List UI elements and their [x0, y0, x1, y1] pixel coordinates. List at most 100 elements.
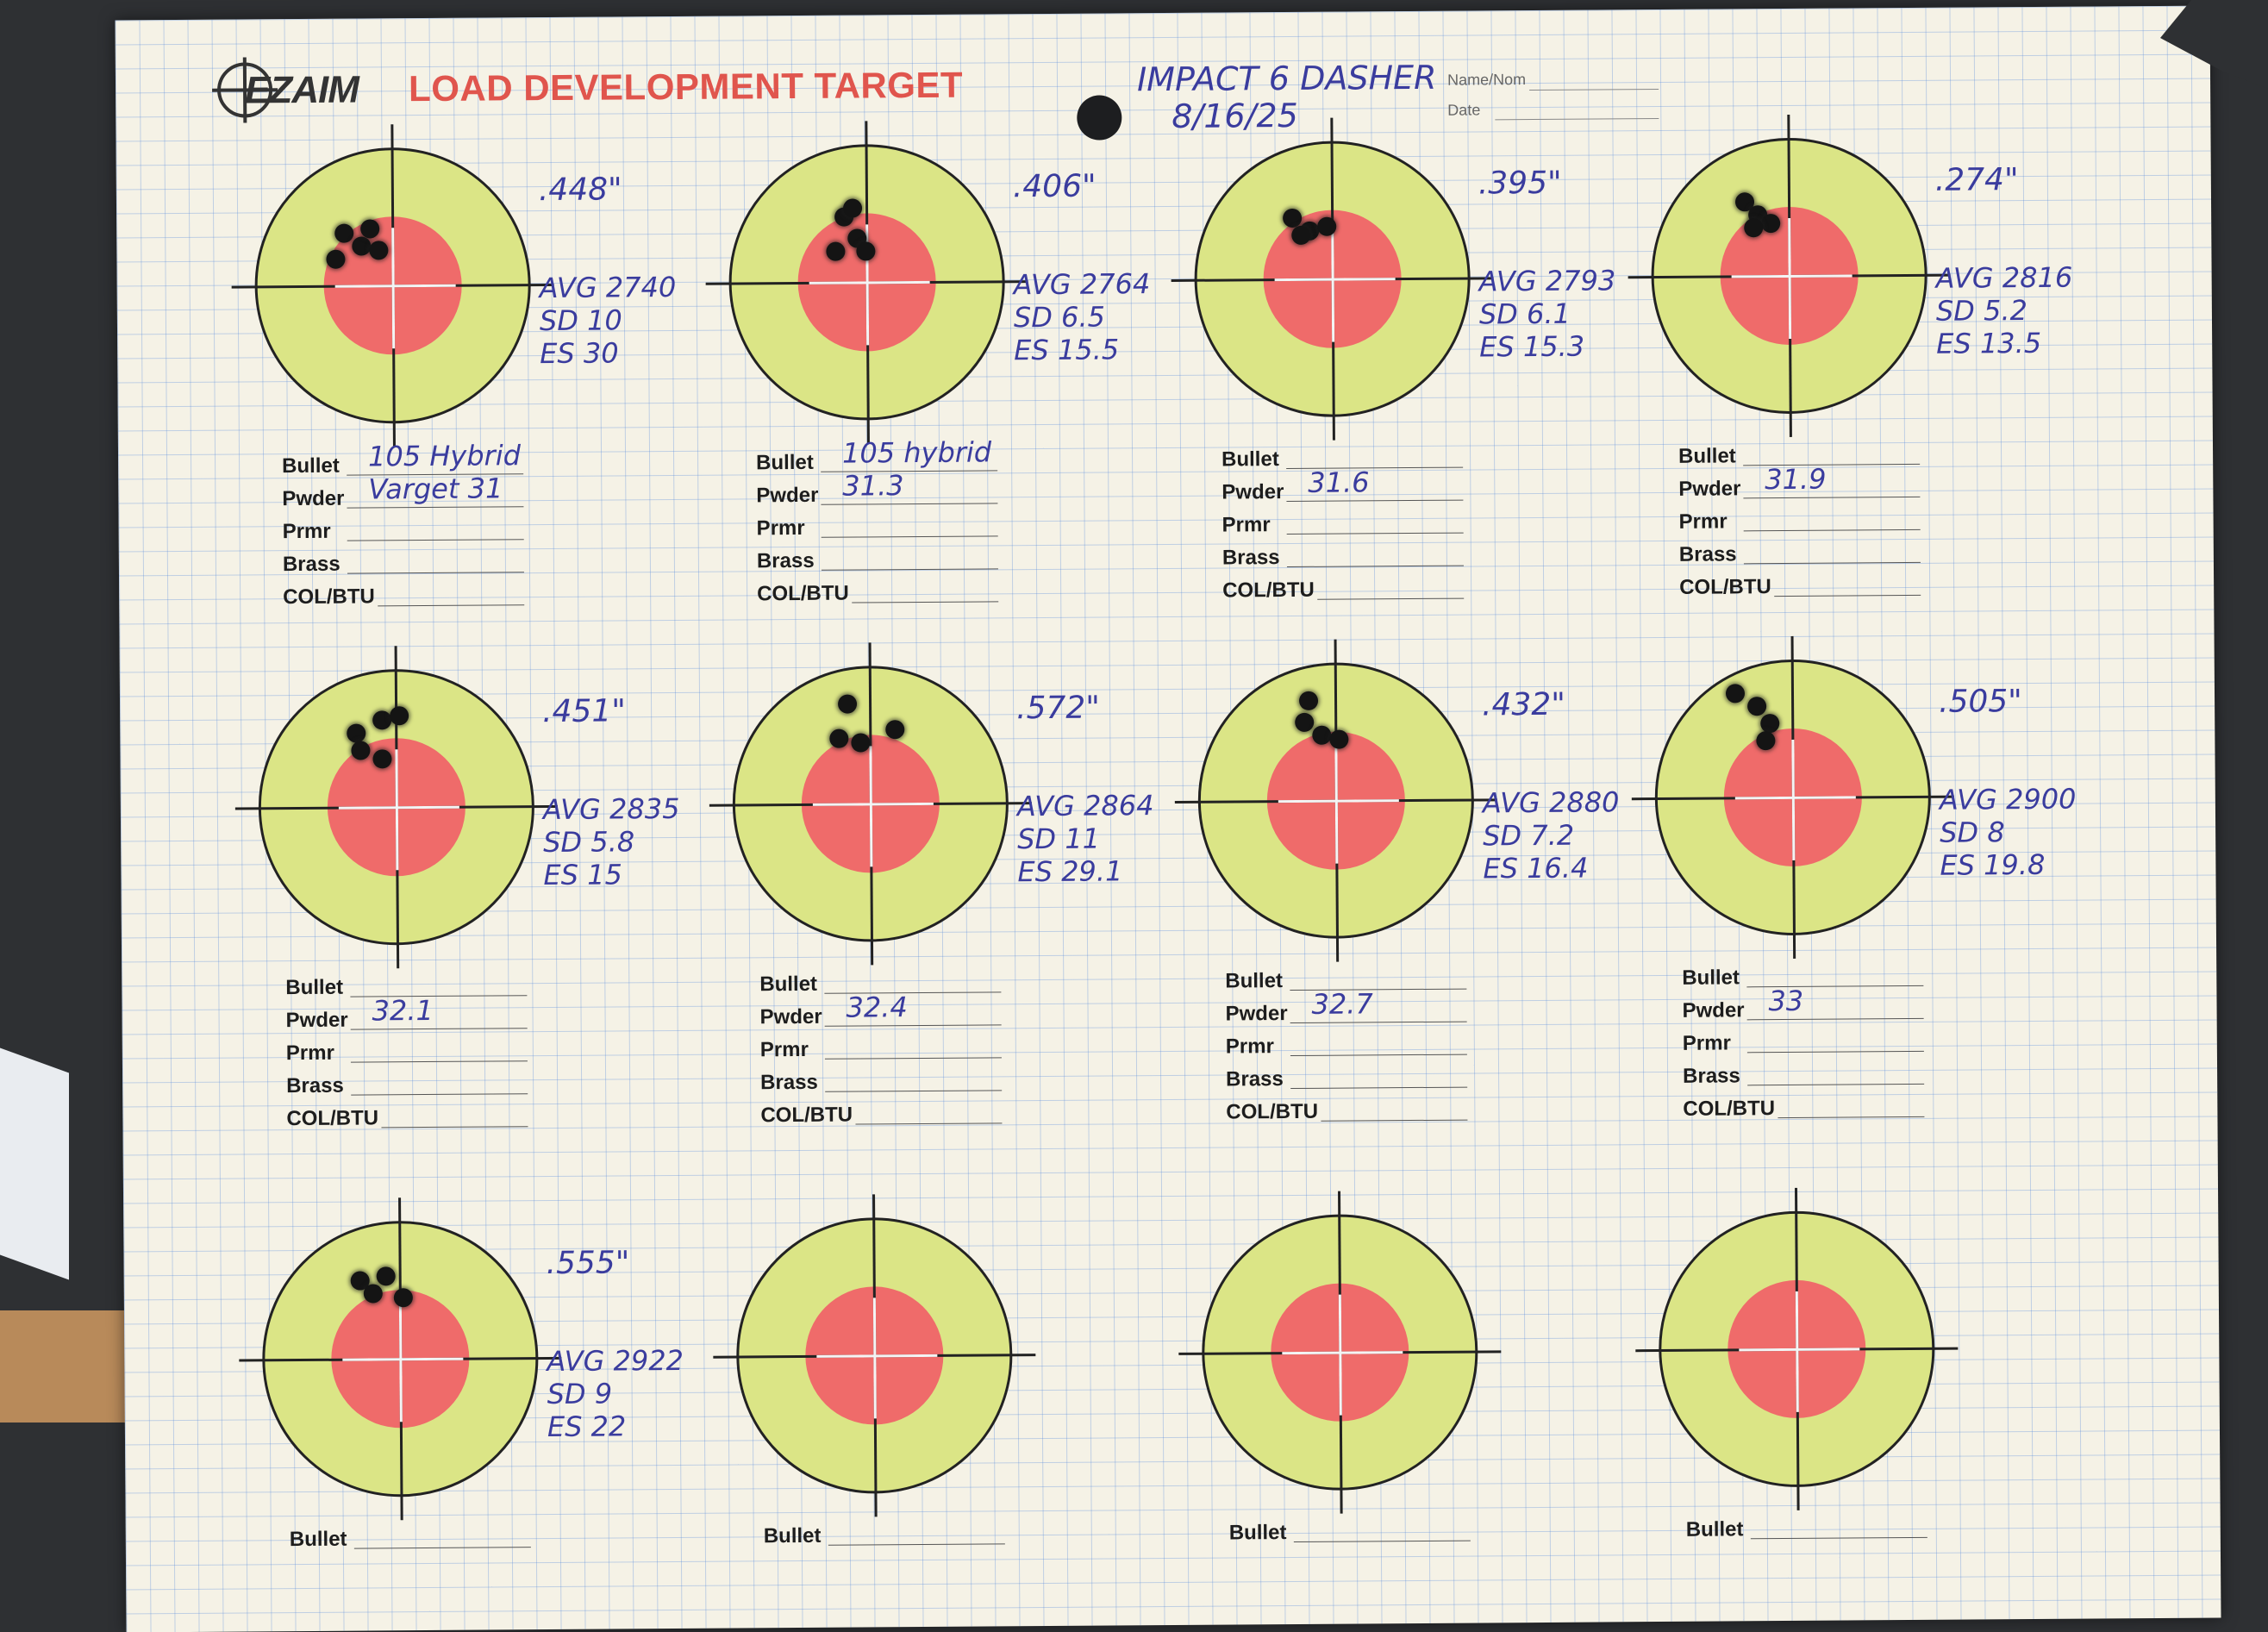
- stat-avg: AVG 2864: [1017, 789, 1154, 822]
- load-label-bullet: Bullet: [290, 1528, 347, 1552]
- bullet-hole: [1761, 214, 1780, 233]
- stat-sd: SD 6.5: [1014, 300, 1151, 334]
- handwritten-powder: Varget 31: [368, 472, 503, 505]
- bullet-hole: [843, 198, 862, 217]
- bullet-hole: [372, 749, 391, 768]
- stat-es: ES 16.4: [1483, 851, 1620, 885]
- write-line: [1778, 1116, 1924, 1118]
- bullet-hole: [390, 706, 409, 725]
- bullet-hole: [1295, 713, 1314, 732]
- group-size: .572": [1016, 691, 1100, 727]
- group-size: .505": [1939, 684, 2022, 720]
- bullet-hole: [364, 1284, 383, 1303]
- stat-sd: SD 9: [547, 1377, 684, 1410]
- stat-es: ES 15.5: [1014, 333, 1151, 366]
- load-label-col: COL/BTU: [1226, 1100, 1318, 1125]
- hole-punch: [1077, 95, 1122, 140]
- group-size: .395": [1478, 166, 1562, 202]
- write-line: [1287, 533, 1464, 535]
- write-line: [1290, 1022, 1467, 1023]
- stat-es: ES 15: [543, 858, 680, 891]
- write-line: [1747, 1018, 1924, 1020]
- load-label-brass: Brass: [760, 1071, 818, 1095]
- load-label-powder: Pwder: [1225, 1002, 1287, 1027]
- bullet-hole: [829, 729, 848, 748]
- bullet-hole: [352, 236, 371, 255]
- load-label-bullet: Bullet: [756, 451, 814, 475]
- load-label-brass: Brass: [757, 549, 815, 573]
- target-7: [1197, 662, 1475, 940]
- stat-avg: AVG 2740: [540, 271, 677, 304]
- handwritten-name: IMPACT 6 DASHER: [1137, 59, 1437, 98]
- write-line: [347, 506, 523, 508]
- stat-sd: SD 11: [1017, 822, 1154, 855]
- bullet-hole: [838, 695, 857, 714]
- bullet-hole: [885, 720, 904, 739]
- bullet-hole: [360, 219, 379, 238]
- load-label-bullet: Bullet: [1221, 447, 1279, 472]
- write-line: [1287, 566, 1464, 567]
- stat-es: ES 19.8: [1940, 848, 2077, 882]
- load-label-brass: Brass: [1226, 1067, 1284, 1091]
- stat-sd: SD 10: [540, 303, 677, 337]
- load-development-sheet: EZAIM LOAD DEVELOPMENT TARGET IMPACT 6 D…: [116, 6, 2221, 1632]
- handwritten-powder: 31.6: [1308, 466, 1370, 498]
- target-4: [1651, 137, 1928, 415]
- bullet-hole: [394, 1288, 413, 1307]
- load-label-brass: Brass: [283, 553, 341, 577]
- write-line: [1290, 1054, 1467, 1056]
- write-line: [855, 1122, 1002, 1124]
- target-11: [1201, 1214, 1478, 1491]
- write-line: [1751, 1537, 1927, 1539]
- load-label-col: COL/BTU: [760, 1104, 853, 1129]
- handwritten-powder: 32.7: [1311, 987, 1373, 1020]
- load-label-primer: Prmr: [1226, 1035, 1274, 1059]
- notebook-edge: [0, 1047, 69, 1279]
- bullet-hole: [377, 1266, 396, 1285]
- load-label-bullet: Bullet: [1225, 969, 1283, 993]
- write-line: [351, 1093, 528, 1095]
- stat-es: ES 22: [547, 1410, 684, 1443]
- load-label-primer: Prmr: [760, 1038, 809, 1062]
- load-label-bullet: Bullet: [1686, 1517, 1744, 1541]
- group-size: .432": [1482, 687, 1565, 723]
- stat-avg: AVG 2835: [543, 792, 680, 826]
- stat-sd: SD 8: [1940, 816, 2077, 849]
- target-6: [732, 665, 1009, 942]
- bullet-hole: [1726, 684, 1745, 703]
- load-label-bullet: Bullet: [759, 972, 817, 997]
- handwritten-powder: 32.1: [372, 994, 434, 1027]
- handwritten-powder: 33: [1768, 985, 1803, 1017]
- load-label-col: COL/BTU: [1222, 578, 1315, 603]
- bullet-hole: [1760, 714, 1779, 733]
- write-line: [1286, 500, 1463, 502]
- bullet-hole: [1317, 217, 1336, 236]
- load-label-powder: Pwder: [286, 1009, 348, 1034]
- stat-sd: SD 7.2: [1483, 818, 1620, 852]
- bullet-hole: [351, 741, 370, 760]
- load-label-col: COL/BTU: [283, 585, 375, 610]
- stat-avg: AVG 2900: [1940, 783, 2077, 816]
- bullet-hole: [1283, 209, 1302, 228]
- bullet-hole: [372, 710, 391, 729]
- write-line: [825, 1057, 1002, 1059]
- load-label-brass: Brass: [1222, 546, 1280, 570]
- handwritten-powder: 31.3: [842, 469, 904, 502]
- stat-avg: AVG 2816: [1936, 261, 2073, 295]
- target-12: [1658, 1210, 1935, 1488]
- handwritten-date: 8/16/25: [1171, 97, 1298, 135]
- load-label-bullet: Bullet: [1682, 966, 1740, 990]
- bullet-hole: [1291, 226, 1310, 245]
- bullet-hole: [369, 241, 388, 259]
- group-size: .406": [1013, 169, 1097, 205]
- write-line: [378, 604, 524, 606]
- write-line: [821, 503, 997, 504]
- group-size: .448": [539, 172, 622, 208]
- bullet-hole: [856, 241, 875, 260]
- target-5: [258, 668, 535, 946]
